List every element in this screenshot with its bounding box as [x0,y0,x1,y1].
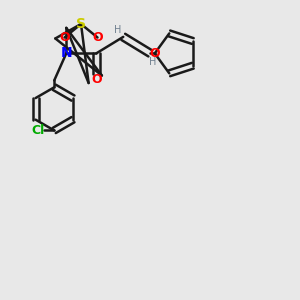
Text: O: O [91,73,102,86]
Text: H: H [149,57,156,67]
Text: O: O [149,47,160,60]
Text: S: S [76,17,86,31]
Text: H: H [114,25,122,35]
Text: Cl: Cl [32,124,45,137]
Text: N: N [61,46,72,60]
Text: O: O [59,31,70,44]
Text: O: O [92,31,103,44]
